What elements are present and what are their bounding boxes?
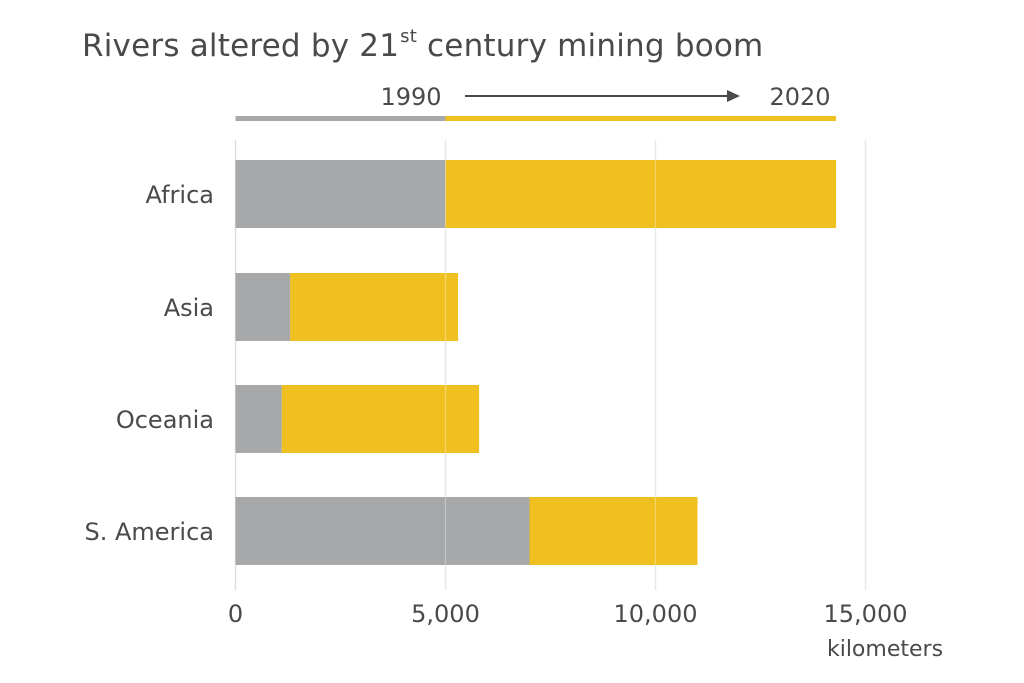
- x-axis-label: kilometers: [827, 637, 943, 662]
- legend-bar-2020: [445, 116, 837, 121]
- legend-arrow-icon: [727, 90, 740, 102]
- category-label: S. America: [85, 518, 215, 546]
- chart-title: Rivers altered by 21st century mining bo…: [82, 26, 764, 64]
- bar-2020: [290, 273, 459, 341]
- x-tick-label: 10,000: [614, 600, 698, 628]
- bar-1990: [235, 160, 446, 228]
- legend-start-label: 1990: [380, 83, 441, 111]
- x-tick-label: 0: [228, 600, 243, 628]
- bar-2020: [281, 385, 480, 453]
- category-label: Oceania: [116, 406, 214, 434]
- bar-1990: [235, 497, 530, 565]
- bar-2020: [529, 497, 698, 565]
- category-label: Asia: [164, 294, 214, 322]
- bar-1990: [235, 385, 282, 453]
- legend-bar-1990: [235, 116, 446, 121]
- bar-1990: [235, 273, 291, 341]
- x-tick-label: 15,000: [824, 600, 908, 628]
- legend-end-label: 2020: [769, 83, 830, 111]
- category-label: Africa: [146, 181, 214, 209]
- x-tick-label: 5,000: [411, 600, 480, 628]
- bar-2020: [445, 160, 837, 228]
